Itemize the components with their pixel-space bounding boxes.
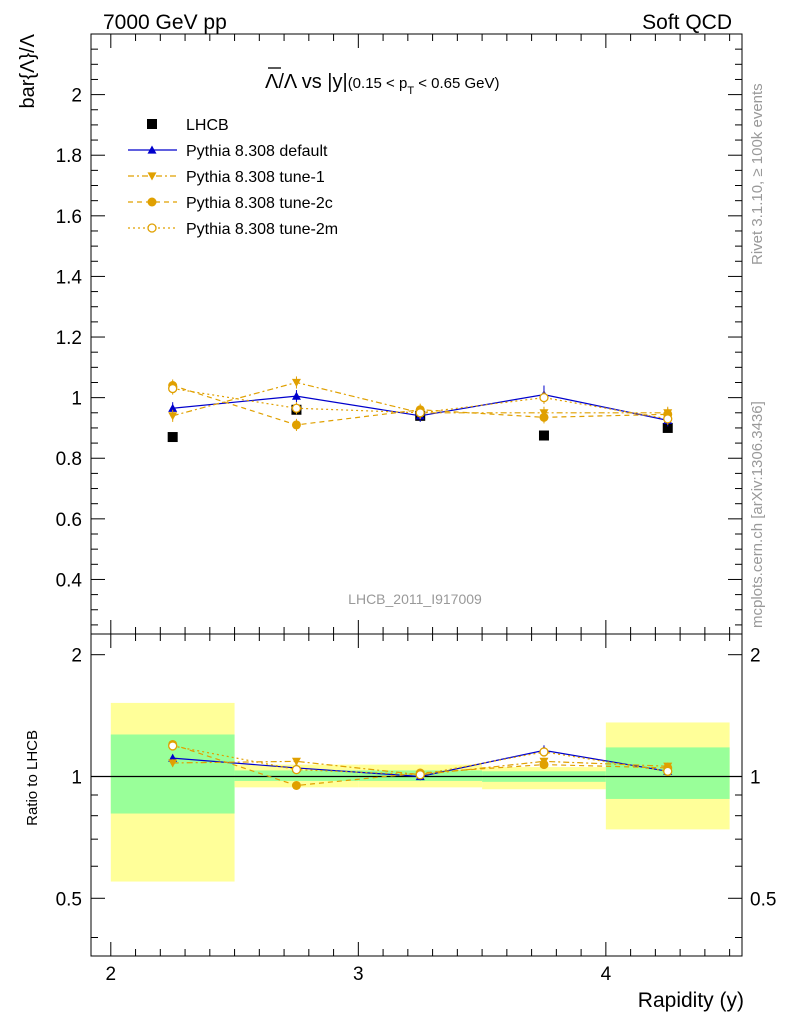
y-tick-label-1.8: 1.8	[56, 146, 82, 167]
x-tick-label-2: 2	[106, 964, 117, 985]
y-tick-label-0.6: 0.6	[56, 510, 82, 531]
series-layer	[167, 376, 673, 443]
series-point-0-1	[291, 391, 301, 400]
legend-marker-3	[147, 223, 157, 233]
legend-marker-0	[147, 145, 157, 154]
series-point-0-0	[168, 403, 178, 412]
x-tick-label-4: 4	[601, 964, 612, 985]
legend-label-2: Pythia 8.308 tune-2c	[186, 195, 333, 212]
series-point-2-3	[539, 412, 549, 422]
ratio-y-axis-label: Ratio to LHCB	[24, 730, 41, 826]
axes: 2 3 4 0.4 0.6 0.8 1 1.2 1.4 1.6 1.8 2 0.5 0.5 1 1 2 2	[56, 33, 776, 985]
legend-marker-lhcb	[147, 119, 157, 129]
ratio-point-3-4	[663, 766, 673, 776]
y-tick-label-1.4: 1.4	[56, 267, 83, 288]
series-point-3-0	[168, 383, 178, 394]
ratio-tick-label-right-0.5: 0.5	[750, 889, 776, 910]
series-point-3-2	[415, 408, 425, 418]
mcplots-label: mcplots.cern.ch [arXiv:1306.3436]	[749, 401, 766, 628]
series-line-3	[172, 387, 668, 420]
title-cut-sub: T	[407, 85, 414, 97]
ratio-point-2-3	[539, 760, 549, 770]
ratio-point-3-0	[168, 741, 178, 751]
ratio-point-3-3	[539, 747, 549, 757]
ratio-point-1-0	[168, 759, 178, 768]
series-point-1-0	[168, 412, 178, 421]
series-point-3-1	[291, 403, 302, 413]
lhcb-point-3	[538, 430, 549, 441]
ratio-point-2-1	[291, 780, 301, 790]
legend-marker-1	[147, 172, 157, 181]
x-tick-label-3: 3	[353, 964, 364, 985]
legend-label-3: Pythia 8.308 tune-2m	[186, 221, 338, 238]
rivet-label: Rivet 3.1.10, ≥ 100k events	[749, 83, 766, 265]
ratio-tick-label-left-1: 1	[71, 767, 82, 788]
title-main: Λ/Λ vs |y|	[265, 71, 348, 93]
ratio-panel	[110, 702, 730, 882]
ratio-tick-label-left-0.5: 0.5	[56, 889, 82, 910]
series-point-2-1	[291, 420, 301, 430]
legend-label-lhcb: LHCB	[186, 117, 229, 134]
title-cut-post: < 0.65 GeV)	[414, 75, 499, 92]
band-1sigma-1	[234, 770, 359, 781]
header-left: 7000 GeV pp	[103, 11, 227, 34]
title-cut-pre: (0.15 < p	[348, 75, 408, 92]
y-tick-label-0.4: 0.4	[56, 570, 83, 591]
analysis-watermark: LHCB_2011_I917009	[348, 591, 482, 607]
x-axis-label: Rapidity (y)	[638, 989, 744, 1012]
ratio-point-3-1	[291, 764, 302, 775]
y-tick-label-2: 2	[71, 86, 82, 107]
legend: LHCB Pythia 8.308 default Pythia 8.308 tun…	[128, 117, 338, 238]
lhcb-point-0	[167, 432, 178, 443]
ratio-point-3-2	[415, 770, 425, 780]
series-point-1-1	[291, 378, 301, 387]
legend-label-1: Pythia 8.308 tune-1	[186, 169, 325, 186]
ratio-point-1-1	[291, 757, 301, 766]
series-point-3-3	[539, 392, 549, 403]
ratio-tick-label-right-1: 1	[750, 767, 761, 788]
y-tick-label-1: 1	[71, 389, 82, 410]
y-tick-label-1.6: 1.6	[56, 207, 82, 228]
ratio-tick-label-right-2: 2	[750, 646, 761, 667]
lhcb-point-4	[662, 422, 673, 433]
series-point-3-4	[663, 414, 673, 424]
legend-marker-2	[147, 197, 157, 207]
y-tick-label-1.2: 1.2	[56, 328, 82, 349]
ratio-tick-label-left-2: 2	[71, 646, 82, 667]
legend-label-0: Pythia 8.308 default	[186, 143, 328, 160]
y-axis-label: bar{Λ}/Λ	[17, 33, 39, 108]
y-tick-label-0.8: 0.8	[56, 449, 82, 470]
chart-title: Λ/Λ vs |y|(0.15 < pT < 0.65 GeV)	[265, 71, 500, 97]
header-right: Soft QCD	[642, 11, 732, 34]
ratio-series-layer	[168, 739, 673, 790]
